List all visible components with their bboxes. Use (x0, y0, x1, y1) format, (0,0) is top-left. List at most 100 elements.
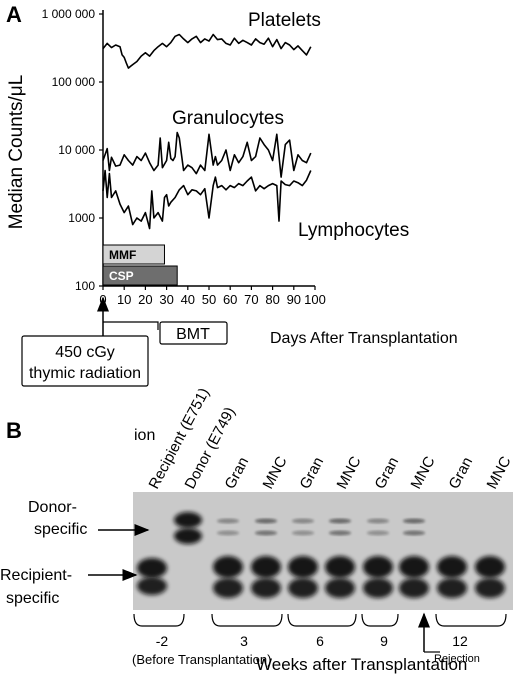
week-bracket (211, 613, 283, 627)
faint-donor-band (367, 530, 389, 536)
recipient-band (325, 578, 355, 598)
panel-a-letter: A (6, 2, 22, 27)
recipient-band (251, 578, 281, 598)
series-lines (102, 33, 312, 230)
lane-label: Gran (372, 454, 403, 491)
before-transplantation-note: (Before Transplantation) (132, 652, 271, 667)
recipient-band (399, 578, 429, 598)
donor-band (174, 512, 202, 528)
x-tick-label: 70 (244, 292, 258, 307)
recipient-band (213, 556, 243, 578)
bmt-text: BMT (176, 326, 210, 343)
faint-donor-band (217, 518, 239, 524)
y-tick-label: 10 000 (58, 143, 95, 157)
faint-donor-band (403, 518, 425, 524)
y-tick-label: 100 000 (52, 75, 96, 89)
faint-donor-band (255, 518, 277, 524)
week-label: 6 (316, 633, 324, 649)
week-label: 3 (240, 633, 248, 649)
lane-label: MNC (484, 454, 515, 492)
x-tick-label: 30 (159, 292, 173, 307)
recipient-band (363, 578, 393, 598)
faint-donor-band (367, 518, 389, 524)
week-label: -2 (156, 633, 169, 649)
recipient-specific-line2: specific (6, 590, 59, 607)
radiation-line2: thymic radiation (29, 365, 141, 382)
lymphocytes-label: Lymphocytes (298, 220, 409, 241)
gel-image (133, 492, 513, 610)
faint-donor-band (403, 530, 425, 536)
recipient-specific-line1: Recipient- (0, 567, 72, 584)
x-tick-label: 100 (304, 292, 326, 307)
y-tick-label: 100 (75, 279, 95, 293)
week-bracket (287, 613, 357, 627)
recipient-band (137, 558, 167, 578)
lane-label: MNC (334, 454, 365, 492)
lane-label: Gran (222, 454, 253, 491)
recipient-band (437, 578, 467, 598)
faint-donor-band (329, 530, 351, 536)
donor-specific-line2: specific (34, 521, 87, 538)
recipient-band (437, 556, 467, 578)
radiation-line1: 450 cGy (55, 344, 115, 361)
recipient-band (288, 556, 318, 578)
recipient-band (475, 578, 505, 598)
x-tick-label: 50 (202, 292, 216, 307)
lane-label: Gran (446, 454, 477, 491)
granulocytes-label: Granulocytes (172, 108, 284, 129)
recipient-band (475, 556, 505, 578)
lane-label: MNC (260, 454, 291, 492)
y-axis-title: Median Counts/μL (6, 75, 27, 230)
x-tick-label: 20 (138, 292, 152, 307)
treatment-bars: MMF CSP (102, 244, 178, 286)
faint-donor-band (329, 518, 351, 524)
rejection-label: Rejection (434, 653, 480, 665)
y-tick-label: 1000 (68, 211, 95, 225)
week-label: 12 (452, 633, 468, 649)
x-tick-label: 60 (223, 292, 237, 307)
x-tick-label: 80 (265, 292, 279, 307)
recipient-band (137, 577, 167, 595)
recipient-band (288, 578, 318, 598)
csp-bar (102, 265, 178, 286)
week-label: 9 (380, 633, 388, 649)
mmf-bar (102, 244, 165, 265)
gel-bands (137, 512, 505, 598)
csp-bar-label: CSP (109, 269, 134, 283)
bmt-box (159, 321, 228, 345)
panel-b-letter: B (6, 418, 22, 443)
recipient-band (213, 578, 243, 598)
faint-donor-band (255, 530, 277, 536)
recipient-band (399, 556, 429, 578)
week-bracket (133, 613, 185, 627)
x-tick-label: 90 (287, 292, 301, 307)
y-axis-ticks: 1 000 000 100 000 10 000 1000 100 (42, 7, 103, 293)
recipient-band (251, 556, 281, 578)
faint-donor-band (292, 530, 314, 536)
recipient-band (325, 556, 355, 578)
donor-band (174, 528, 202, 544)
lymphocytes-line (102, 169, 312, 230)
panel-b-top-label: ion (134, 427, 155, 444)
faint-donor-band (217, 530, 239, 536)
faint-donor-band (292, 518, 314, 524)
platelets-line (102, 33, 312, 69)
x-axis-title: Days After Transplantation (270, 330, 458, 347)
x-tick-label: 10 (117, 292, 131, 307)
week-bracket (361, 613, 399, 627)
donor-specific-line1: Donor- (28, 499, 77, 516)
week-brackets: -2 3 6 9 12 (133, 613, 507, 649)
panel-b-x-title: Weeks after Transplantation (256, 655, 467, 674)
lane-label: Gran (297, 454, 328, 491)
x-tick-label: 40 (181, 292, 195, 307)
platelets-label: Platelets (248, 10, 321, 31)
mmf-bar-label: MMF (109, 248, 136, 262)
granulocytes-line (102, 131, 312, 178)
bmt-connector (103, 321, 159, 330)
radiation-box (21, 335, 149, 387)
week-bracket (435, 613, 507, 627)
lane-label: MNC (408, 454, 439, 492)
y-tick-label: 1 000 000 (42, 7, 96, 21)
